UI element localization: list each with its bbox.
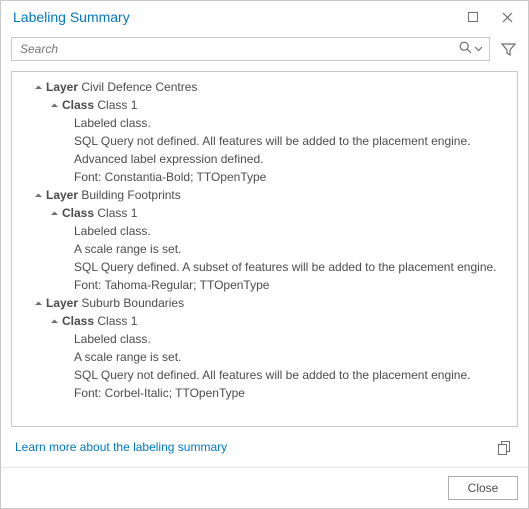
detail-row-label: Labeled class. [74,222,151,240]
detail-row: Font: Corbel-Italic; TTOpenType [18,384,513,402]
detail-row: Advanced label expression defined. [18,150,513,168]
collapse-icon[interactable] [48,98,60,112]
detail-row-label: SQL Query not defined. All features will… [74,132,470,150]
detail-row-label: SQL Query not defined. All features will… [74,366,470,384]
filter-icon[interactable] [498,39,518,59]
layer-row[interactable]: Layer Civil Defence Centres [18,78,513,96]
collapse-icon[interactable] [32,80,44,94]
detail-row: Font: Constantia-Bold; TTOpenType [18,168,513,186]
detail-row-label: Font: Corbel-Italic; TTOpenType [74,384,245,402]
maximize-button[interactable] [456,3,490,31]
detail-row: Labeled class. [18,330,513,348]
detail-row-label: Font: Tahoma-Regular; TTOpenType [74,276,269,294]
title-bar: Labeling Summary [1,1,528,33]
collapse-icon[interactable] [32,188,44,202]
detail-row: Labeled class. [18,222,513,240]
close-window-button[interactable] [490,3,524,31]
detail-row-label: SQL Query defined. A subset of features … [74,258,497,276]
search-icons [459,41,483,57]
class-row-label: Class Class 1 [62,312,137,330]
search-box [11,37,490,61]
class-row-label: Class Class 1 [62,204,137,222]
layer-row-label: Layer Civil Defence Centres [46,78,197,96]
chevron-down-icon[interactable] [474,42,483,56]
layer-row-label: Layer Suburb Boundaries [46,294,184,312]
search-icon[interactable] [459,41,472,57]
copy-icon[interactable] [494,437,514,457]
layer-row-label: Layer Building Footprints [46,186,181,204]
collapse-icon[interactable] [48,206,60,220]
class-row[interactable]: Class Class 1 [18,204,513,222]
detail-row-label: A scale range is set. [74,240,181,258]
class-row[interactable]: Class Class 1 [18,312,513,330]
dialog-window: Labeling Summary Layer Civil D [0,0,529,509]
search-row [1,33,528,67]
detail-row: A scale range is set. [18,348,513,366]
learn-more-link[interactable]: Learn more about the labeling summary [15,440,494,454]
detail-row: Labeled class. [18,114,513,132]
detail-row: A scale range is set. [18,240,513,258]
detail-row: SQL Query not defined. All features will… [18,132,513,150]
detail-row: SQL Query defined. A subset of features … [18,258,513,276]
detail-row-label: A scale range is set. [74,348,181,366]
detail-row: SQL Query not defined. All features will… [18,366,513,384]
class-row[interactable]: Class Class 1 [18,96,513,114]
summary-tree[interactable]: Layer Civil Defence CentresClass Class 1… [12,72,517,426]
summary-panel: Layer Civil Defence CentresClass Class 1… [11,71,518,427]
class-row-label: Class Class 1 [62,96,137,114]
collapse-icon[interactable] [32,296,44,310]
layer-row[interactable]: Layer Suburb Boundaries [18,294,513,312]
link-row: Learn more about the labeling summary [1,431,528,467]
detail-row-label: Advanced label expression defined. [74,150,263,168]
close-button[interactable]: Close [448,476,518,500]
detail-row-label: Labeled class. [74,114,151,132]
dialog-footer: Close [1,467,528,508]
layer-row[interactable]: Layer Building Footprints [18,186,513,204]
collapse-icon[interactable] [48,314,60,328]
window-title: Labeling Summary [13,9,456,25]
detail-row: Font: Tahoma-Regular; TTOpenType [18,276,513,294]
detail-row-label: Font: Constantia-Bold; TTOpenType [74,168,266,186]
search-input[interactable] [18,41,459,57]
detail-row-label: Labeled class. [74,330,151,348]
